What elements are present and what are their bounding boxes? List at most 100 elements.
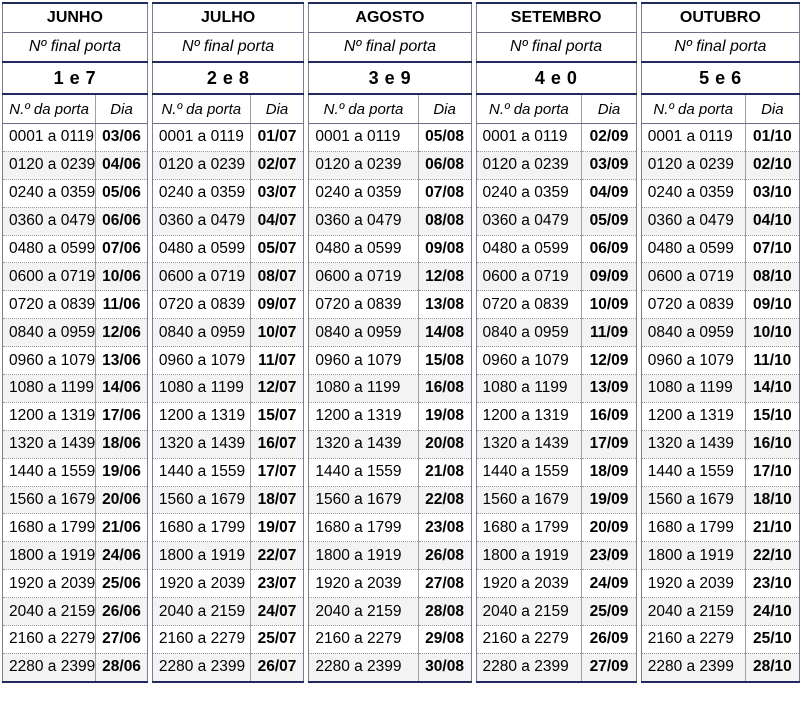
table-row: 1200 a 1319 16/09 (475, 402, 637, 431)
collection-day: 13/09 (581, 374, 637, 403)
table-row: 0720 a 0839 09/07 (151, 290, 305, 320)
door-range: 1200 a 1319 (475, 402, 583, 431)
collection-day: 09/08 (418, 235, 472, 264)
collection-day: 17/07 (250, 458, 305, 487)
collection-day: 23/09 (581, 541, 637, 571)
table-row: 0840 a 0959 14/08 (308, 318, 472, 348)
door-range: 0720 a 0839 (151, 290, 251, 320)
table-row: 0480 a 0599 09/08 (308, 235, 472, 264)
table-row: 1920 a 2039 23/07 (151, 569, 305, 599)
collection-day: 28/10 (745, 653, 800, 683)
table-row: 1560 a 1679 18/10 (640, 486, 800, 515)
final-door-label: Nº final porta (2, 32, 148, 62)
table-row: 1080 a 1199 14/10 (640, 374, 800, 403)
collection-day: 06/09 (581, 235, 637, 264)
door-range: 1800 a 1919 (308, 541, 419, 571)
collection-day: 28/06 (95, 653, 148, 683)
collection-day: 12/08 (418, 262, 472, 292)
door-range: 1440 a 1559 (640, 458, 746, 487)
door-range: 0840 a 0959 (640, 318, 746, 348)
door-range: 1320 a 1439 (1, 430, 97, 459)
collection-day: 26/09 (581, 625, 637, 654)
final-door-digits: 5 e 6 (640, 61, 800, 95)
collection-day: 16/08 (418, 374, 472, 403)
collection-day: 08/10 (745, 262, 800, 292)
table-row: 1560 a 1679 19/09 (475, 486, 637, 515)
door-number-header: N.º da porta (640, 94, 746, 124)
collection-day: 23/07 (250, 569, 305, 599)
day-header: Dia (418, 94, 472, 124)
door-range: 0120 a 0239 (308, 151, 419, 180)
collection-day: 16/07 (250, 430, 305, 459)
table-row: 0360 a 0479 06/06 (1, 207, 148, 236)
table-row: 1320 a 1439 16/10 (640, 430, 800, 459)
door-range: 1920 a 2039 (640, 569, 746, 599)
door-range: 0960 a 1079 (308, 346, 419, 376)
door-range: 2040 a 2159 (640, 597, 746, 627)
table-row: 1320 a 1439 16/07 (151, 430, 305, 459)
table-row: 0360 a 0479 04/07 (151, 207, 305, 236)
table-row: 0960 a 1079 13/06 (1, 346, 148, 376)
door-range: 1440 a 1559 (1, 458, 97, 487)
door-range: 0720 a 0839 (308, 290, 419, 320)
door-range: 1200 a 1319 (640, 402, 746, 431)
table-row: 1800 a 1919 23/09 (475, 541, 637, 571)
collection-day: 22/08 (418, 486, 472, 515)
month-table: AGOSTO Nº final porta 3 e 9 N.º da porta Dia… (308, 2, 472, 683)
table-row: 1080 a 1199 12/07 (151, 374, 305, 403)
collection-day: 10/07 (250, 318, 305, 348)
door-range: 1200 a 1319 (151, 402, 251, 431)
collection-day: 03/10 (745, 179, 800, 208)
door-range: 1200 a 1319 (308, 402, 419, 431)
month-table: JUNHO Nº final porta 1 e 7 N.º da porta Dia 0… (1, 2, 148, 683)
door-range: 0120 a 0239 (151, 151, 251, 180)
month-name: JUNHO (2, 2, 148, 33)
collection-day: 22/07 (250, 541, 305, 571)
door-range: 0001 a 0119 (475, 123, 583, 152)
collection-day: 01/10 (745, 123, 800, 152)
table-row: 0960 a 1079 12/09 (475, 346, 637, 376)
collection-day: 25/07 (250, 625, 305, 654)
collection-day: 02/07 (250, 151, 305, 180)
door-range: 0120 a 0239 (640, 151, 746, 180)
collection-day: 06/08 (418, 151, 472, 180)
month-blocks: JUNHO Nº final porta 1 e 7 N.º da porta Dia 0… (1, 2, 800, 683)
door-range: 0360 a 0479 (308, 207, 419, 236)
door-range: 0360 a 0479 (151, 207, 251, 236)
table-row: 1440 a 1559 18/09 (475, 458, 637, 487)
door-range: 0840 a 0959 (151, 318, 251, 348)
table-row: 0120 a 0239 02/07 (151, 151, 305, 180)
collection-day: 25/06 (95, 569, 148, 599)
collection-day: 01/07 (250, 123, 305, 152)
door-range: 1800 a 1919 (640, 541, 746, 571)
collection-day: 12/06 (95, 318, 148, 348)
table-row: 0840 a 0959 11/09 (475, 318, 637, 348)
month-block: AGOSTO Nº final porta 3 e 9 N.º da porta Dia… (308, 2, 472, 683)
door-number-header: N.º da porta (308, 94, 419, 124)
table-row: 0480 a 0599 06/09 (475, 235, 637, 264)
table-row: 0240 a 0359 03/07 (151, 179, 305, 208)
collection-day: 12/07 (250, 374, 305, 403)
door-range: 0480 a 0599 (475, 235, 583, 264)
month-block: JUNHO Nº final porta 1 e 7 N.º da porta Dia 0… (1, 2, 148, 683)
table-row: 1800 a 1919 24/06 (1, 541, 148, 571)
table-row: 2040 a 2159 24/10 (640, 597, 800, 627)
door-range: 1320 a 1439 (475, 430, 583, 459)
collection-day: 16/10 (745, 430, 800, 459)
table-row: 0960 a 1079 11/10 (640, 346, 800, 376)
door-range: 1320 a 1439 (640, 430, 746, 459)
collection-day: 15/07 (250, 402, 305, 431)
collection-day: 04/07 (250, 207, 305, 236)
door-number-header: N.º da porta (475, 94, 583, 124)
table-row: 0001 a 0119 05/08 (308, 123, 472, 152)
door-range: 1920 a 2039 (1, 569, 97, 599)
table-row: 0120 a 0239 03/09 (475, 151, 637, 180)
table-row: 1440 a 1559 17/10 (640, 458, 800, 487)
day-header: Dia (745, 94, 800, 124)
door-range: 0960 a 1079 (475, 346, 583, 376)
month-name: JULHO (151, 2, 305, 33)
collection-day: 07/10 (745, 235, 800, 264)
collection-day: 30/08 (418, 653, 472, 683)
table-row: 1560 a 1679 22/08 (308, 486, 472, 515)
door-range: 1680 a 1799 (475, 513, 583, 543)
